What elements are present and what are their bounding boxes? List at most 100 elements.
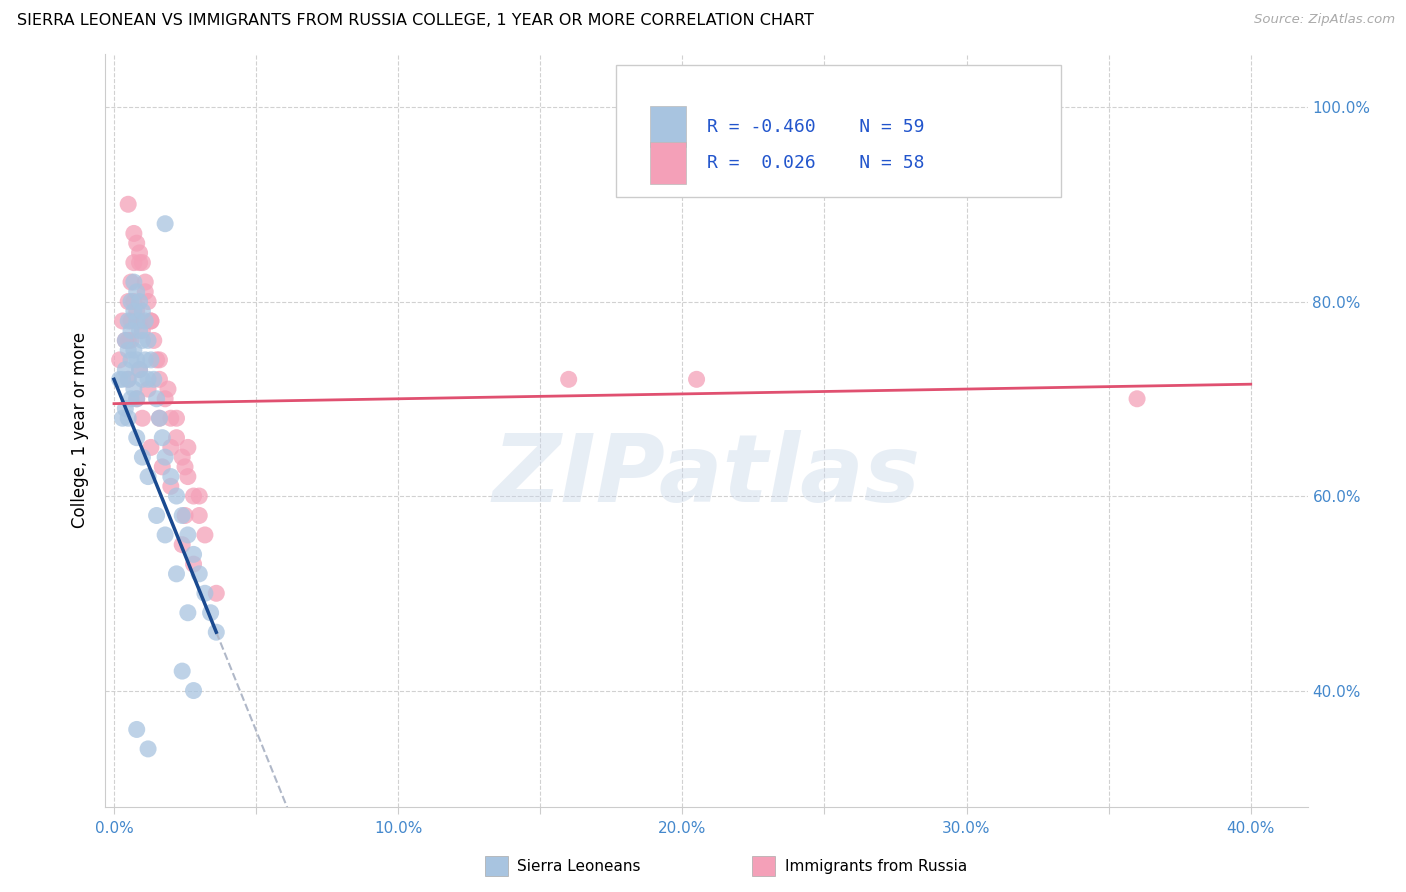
Point [136, 469, 159, 483]
Text: R = -0.460    N = 59: R = -0.460 N = 59 [707, 118, 924, 136]
Point [114, 334, 136, 348]
Point [134, 275, 156, 289]
Point [183, 548, 205, 562]
Point [183, 489, 205, 503]
Point [131, 334, 153, 348]
Point [120, 324, 142, 338]
Text: Source: ZipAtlas.com: Source: ZipAtlas.com [1254, 13, 1395, 27]
Point [131, 411, 153, 425]
Point [188, 489, 211, 503]
Point [150, 431, 173, 445]
Point [136, 294, 159, 309]
Point [128, 324, 150, 338]
Point [145, 352, 167, 367]
Point [122, 227, 145, 241]
Point [194, 586, 217, 600]
Point [125, 723, 148, 737]
Point [172, 538, 194, 552]
Point [122, 304, 145, 318]
Point [120, 275, 142, 289]
Point [131, 450, 153, 464]
Point [117, 197, 139, 211]
Point [122, 275, 145, 289]
Point [108, 372, 131, 386]
Point [114, 362, 136, 376]
Point [685, 372, 707, 386]
Point [117, 372, 139, 386]
Point [159, 411, 181, 425]
Point [122, 382, 145, 396]
Point [117, 343, 139, 358]
Point [166, 411, 188, 425]
Y-axis label: College, 1 year or more: College, 1 year or more [72, 333, 90, 528]
Point [183, 557, 205, 571]
Point [122, 294, 145, 309]
Point [131, 304, 153, 318]
Point [153, 528, 176, 542]
Point [111, 411, 134, 425]
Point [166, 489, 188, 503]
Point [194, 528, 217, 542]
Point [145, 392, 167, 406]
Point [117, 294, 139, 309]
Point [159, 479, 181, 493]
Point [159, 469, 181, 483]
Point [145, 508, 167, 523]
Point [177, 441, 200, 455]
Text: ZIPatlas: ZIPatlas [492, 430, 921, 522]
Point [122, 255, 145, 269]
Point [134, 285, 156, 299]
Point [156, 382, 179, 396]
Point [120, 352, 142, 367]
Point [139, 314, 162, 328]
Text: Immigrants from Russia: Immigrants from Russia [785, 859, 967, 873]
Point [117, 314, 139, 328]
Point [128, 314, 150, 328]
Point [166, 566, 188, 581]
Point [125, 314, 148, 328]
Point [136, 372, 159, 386]
Point [205, 625, 228, 640]
Point [139, 314, 162, 328]
Point [166, 431, 188, 445]
Point [150, 459, 173, 474]
Point [128, 246, 150, 260]
Point [153, 392, 176, 406]
Point [125, 352, 148, 367]
Point [125, 236, 148, 251]
Point [139, 352, 162, 367]
Text: Sierra Leoneans: Sierra Leoneans [517, 859, 641, 873]
Point [125, 392, 148, 406]
Point [188, 508, 211, 523]
Point [125, 304, 148, 318]
Point [125, 392, 148, 406]
Point [125, 285, 148, 299]
Point [148, 411, 170, 425]
Point [1126, 392, 1149, 406]
Point [120, 294, 142, 309]
Point [120, 334, 142, 348]
Point [111, 372, 134, 386]
Point [148, 411, 170, 425]
Point [136, 382, 159, 396]
Point [139, 441, 162, 455]
Point [153, 217, 176, 231]
Point [114, 334, 136, 348]
Point [205, 586, 228, 600]
FancyBboxPatch shape [616, 65, 1062, 197]
Point [120, 392, 142, 406]
Point [131, 372, 153, 386]
Point [136, 334, 159, 348]
Point [174, 508, 197, 523]
Point [134, 352, 156, 367]
Point [557, 372, 579, 386]
Text: SIERRA LEONEAN VS IMMIGRANTS FROM RUSSIA COLLEGE, 1 YEAR OR MORE CORRELATION CHA: SIERRA LEONEAN VS IMMIGRANTS FROM RUSSIA… [17, 13, 814, 29]
Point [142, 334, 165, 348]
Point [172, 450, 194, 464]
Point [114, 401, 136, 416]
Point [128, 362, 150, 376]
Point [128, 255, 150, 269]
Point [122, 343, 145, 358]
Point [128, 362, 150, 376]
Point [153, 450, 176, 464]
